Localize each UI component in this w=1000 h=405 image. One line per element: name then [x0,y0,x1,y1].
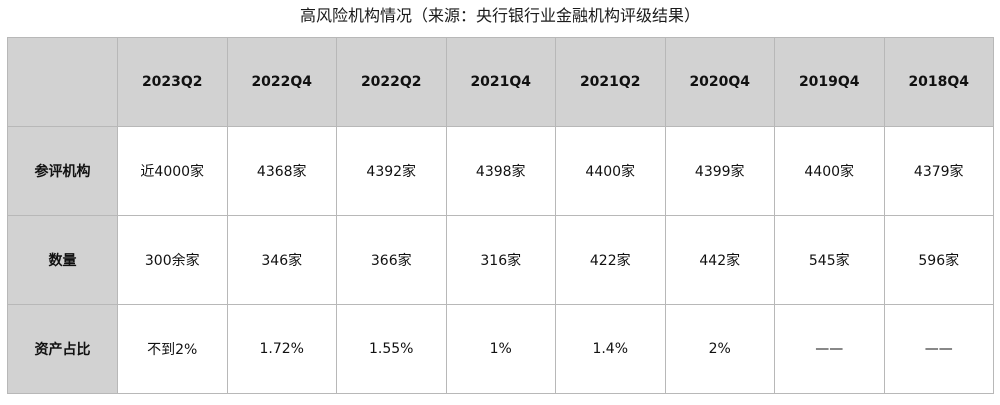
column-header: 2019Q4 [774,37,885,127]
table-cell: 346家 [226,215,337,305]
table-cell: 4398家 [445,126,556,216]
row-header: 资产占比 [7,304,118,394]
table-cell: 4379家 [883,126,994,216]
table-row: 数量 300余家 346家 366家 316家 422家 442家 545家 5… [7,215,994,305]
table-cell: 366家 [336,215,447,305]
table-cell: —— [883,304,994,394]
row-header: 参评机构 [7,126,118,216]
header-corner-cell [7,37,118,127]
column-header: 2022Q2 [336,37,447,127]
column-header: 2018Q4 [883,37,994,127]
table-cell: 4400家 [774,126,885,216]
table-cell: 1.4% [555,304,666,394]
row-header: 数量 [7,215,118,305]
table-cell: 近4000家 [117,126,228,216]
column-header: 2020Q4 [664,37,775,127]
table-cell: 316家 [445,215,556,305]
table-cell: 4392家 [336,126,447,216]
column-header: 2022Q4 [226,37,337,127]
table-title: 高风险机构情况（来源：央行银行业金融机构评级结果） [299,6,700,25]
table-cell: 545家 [774,215,885,305]
table-row: 资产占比 不到2% 1.72% 1.55% 1% 1.4% 2% —— —— [7,304,994,394]
table-cell: 422家 [555,215,666,305]
header-row: 2023Q2 2022Q4 2022Q2 2021Q4 2021Q2 2020Q… [7,37,994,127]
table-cell: 4368家 [226,126,337,216]
column-header: 2021Q4 [445,37,556,127]
column-header: 2021Q2 [555,37,666,127]
table-cell: 1% [445,304,556,394]
table-cell: 4400家 [555,126,666,216]
table-cell: —— [774,304,885,394]
table-cell: 4399家 [664,126,775,216]
table-cell: 300余家 [117,215,228,305]
risk-institution-table: 2023Q2 2022Q4 2022Q2 2021Q4 2021Q2 2020Q… [7,37,994,394]
table-cell: 1.55% [336,304,447,394]
column-header: 2023Q2 [117,37,228,127]
table-cell: 2% [664,304,775,394]
table-cell: 1.72% [226,304,337,394]
table-cell: 442家 [664,215,775,305]
table-row: 参评机构 近4000家 4368家 4392家 4398家 4400家 4399… [7,126,994,216]
table-cell: 不到2% [117,304,228,394]
table-cell: 596家 [883,215,994,305]
